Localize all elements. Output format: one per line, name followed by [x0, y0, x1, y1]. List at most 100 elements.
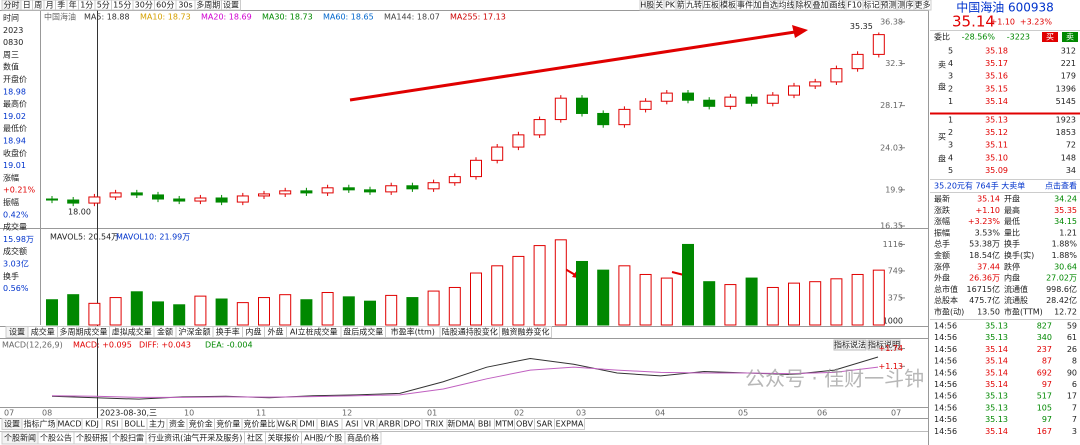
bottom-tab[interactable]: 指标广场	[24, 419, 56, 429]
bottom-tab[interactable]: SAR	[536, 420, 553, 429]
book-level: 4	[948, 153, 953, 162]
indicator-tab[interactable]: 成交量	[31, 327, 55, 337]
toolbar-item[interactable]: 分时	[4, 0, 20, 10]
bottom-tab[interactable]: DPO	[403, 420, 420, 429]
toolbar-item[interactable]: 九转	[686, 0, 702, 10]
toolbar-item[interactable]: 画线	[830, 0, 846, 10]
toolbar-item[interactable]: 事件	[737, 0, 753, 10]
toolbar-item-box[interactable]	[913, 0, 932, 11]
bottom-tab[interactable]: EXPMA	[556, 420, 584, 429]
bottom-tab[interactable]: BOLL	[124, 420, 145, 429]
toolbar-item[interactable]: 叠加	[813, 0, 829, 10]
volume-bar	[554, 239, 567, 326]
toolbar-item[interactable]: 标记	[864, 0, 880, 10]
indicator-tab[interactable]: 虚拟成交量	[112, 327, 152, 337]
bottom-tab[interactable]: 新DMA	[447, 419, 474, 429]
news-tab[interactable]: 个股扫雷	[112, 433, 144, 443]
bottom-tab[interactable]: OBV	[516, 420, 534, 429]
bottom-tab[interactable]: RSI	[106, 420, 119, 429]
bottom-tab[interactable]: 主力	[149, 419, 165, 429]
toolbar-item-box[interactable]	[221, 0, 241, 11]
sell-button[interactable]	[1062, 32, 1078, 42]
toolbar-item[interactable]: 测序	[898, 0, 914, 10]
bottom-tab[interactable]: 资金	[169, 419, 185, 429]
macd-button[interactable]	[867, 339, 901, 351]
bottom-tab[interactable]: BIAS	[320, 420, 338, 429]
indicator-tab[interactable]: AI立桩成交量	[290, 327, 338, 337]
indicator-tab[interactable]: 设置	[9, 327, 25, 337]
news-tab[interactable]: 商品价格	[347, 433, 379, 443]
toolbar-item[interactable]: PK	[665, 1, 676, 10]
news-tab[interactable]: 社区	[247, 433, 263, 443]
news-tab[interactable]: 关联报价	[268, 433, 300, 443]
toolbar-item[interactable]: 模板	[720, 0, 736, 10]
toolbar-item[interactable]: 30s	[178, 1, 192, 10]
stat-label: 振幅	[934, 227, 950, 237]
news-tab-box[interactable]	[344, 431, 382, 445]
indicator-tab[interactable]: 内盘	[246, 327, 262, 337]
toolbar-item[interactable]: 30分	[135, 1, 153, 10]
macd-button-label[interactable]: 指标说法	[834, 340, 866, 350]
indicator-tab-box[interactable]	[499, 326, 552, 338]
toolbar-item[interactable]: H股	[640, 1, 654, 10]
toolbar-item[interactable]: 设置	[223, 0, 239, 10]
bottom-tab[interactable]: KDJ	[85, 420, 99, 429]
toolbar-item[interactable]: 均线	[779, 0, 795, 10]
toolbar-item[interactable]: 压板	[703, 0, 719, 10]
news-tab[interactable]: 个股新闻	[4, 433, 36, 443]
news-tab[interactable]: AH股/个股	[304, 434, 342, 443]
bottom-tab[interactable]: W&R	[277, 420, 297, 429]
indicator-tab[interactable]: 外盘	[268, 327, 284, 337]
indicator-tab[interactable]: 陆股通持股变化	[442, 327, 498, 337]
bottom-tab[interactable]: 竞价量比	[244, 419, 276, 429]
toolbar-item[interactable]: 多周期	[196, 0, 220, 10]
indicator-tab[interactable]: 金额	[157, 327, 173, 337]
toolbar-item[interactable]: 关	[655, 0, 663, 10]
indicator-tab[interactable]: 融资融券变化	[502, 327, 550, 337]
indicator-tab[interactable]: 多周期成交量	[60, 327, 108, 337]
indicator-tab[interactable]: 换手率	[216, 327, 240, 337]
toolbar-item[interactable]: 加自选	[754, 0, 778, 10]
toolbar-item[interactable]: 月	[46, 1, 54, 10]
bottom-tab[interactable]: BBI	[478, 420, 491, 429]
indicator-tab[interactable]: 盘后成交量	[343, 327, 383, 337]
bottom-tab[interactable]: VR	[364, 420, 375, 429]
news-tab[interactable]: 个股研报	[76, 433, 108, 443]
toolbar-item[interactable]: 60分	[156, 1, 174, 10]
toolbar-item[interactable]: 箭	[677, 0, 685, 10]
buy-button-label[interactable]: 买	[1046, 33, 1054, 42]
news-tab[interactable]: 行业资讯(油气开采及服务)	[148, 433, 242, 443]
toolbar-item[interactable]: 5分	[97, 1, 110, 10]
toolbar-item[interactable]: 15分	[113, 1, 131, 10]
bottom-tab-box[interactable]	[554, 418, 585, 430]
news-tab[interactable]: 个股公告	[40, 433, 72, 443]
bottom-tab[interactable]: 竞价量	[216, 419, 240, 429]
bottom-tab[interactable]: MACD	[58, 420, 82, 429]
toolbar-item[interactable]: 年	[69, 0, 77, 10]
toolbar-item[interactable]: 更多	[915, 0, 931, 10]
toolbar-item[interactable]: 除权	[796, 0, 812, 10]
bottom-tab[interactable]: ASI	[346, 420, 359, 429]
toolbar-item[interactable]: F10	[847, 1, 862, 10]
trade-volume: 692	[1037, 368, 1052, 377]
buy-button[interactable]	[1042, 32, 1058, 42]
big-order-link[interactable]: 点击查看	[1045, 181, 1077, 191]
macd-button-label[interactable]: 指标说明	[868, 340, 900, 350]
sell-button-label[interactable]: 卖	[1066, 33, 1074, 42]
bottom-tab[interactable]: DMI	[299, 420, 314, 429]
toolbar-item[interactable]: 预测	[881, 0, 897, 10]
bottom-tab[interactable]: MTM	[495, 420, 514, 429]
bottom-tab[interactable]: TRIX	[424, 420, 444, 429]
bottom-tab[interactable]: 竞价金	[189, 419, 213, 429]
macd-button[interactable]	[833, 339, 867, 351]
toolbar-item[interactable]: 季	[57, 0, 65, 10]
indicator-tab[interactable]: 市盈率(ttm)	[391, 327, 435, 337]
bottom-tab[interactable]: 设置	[4, 419, 20, 429]
indicator-tab[interactable]: 沪深金额	[179, 327, 211, 337]
toolbar-item[interactable]: 日	[23, 1, 31, 10]
bottom-tab[interactable]: ARBR	[378, 420, 401, 429]
toolbar-item[interactable]: 周	[34, 1, 42, 10]
toolbar-item[interactable]: 1分	[80, 1, 93, 10]
volume-bar	[597, 269, 610, 326]
book-volume: 34	[1066, 166, 1076, 175]
